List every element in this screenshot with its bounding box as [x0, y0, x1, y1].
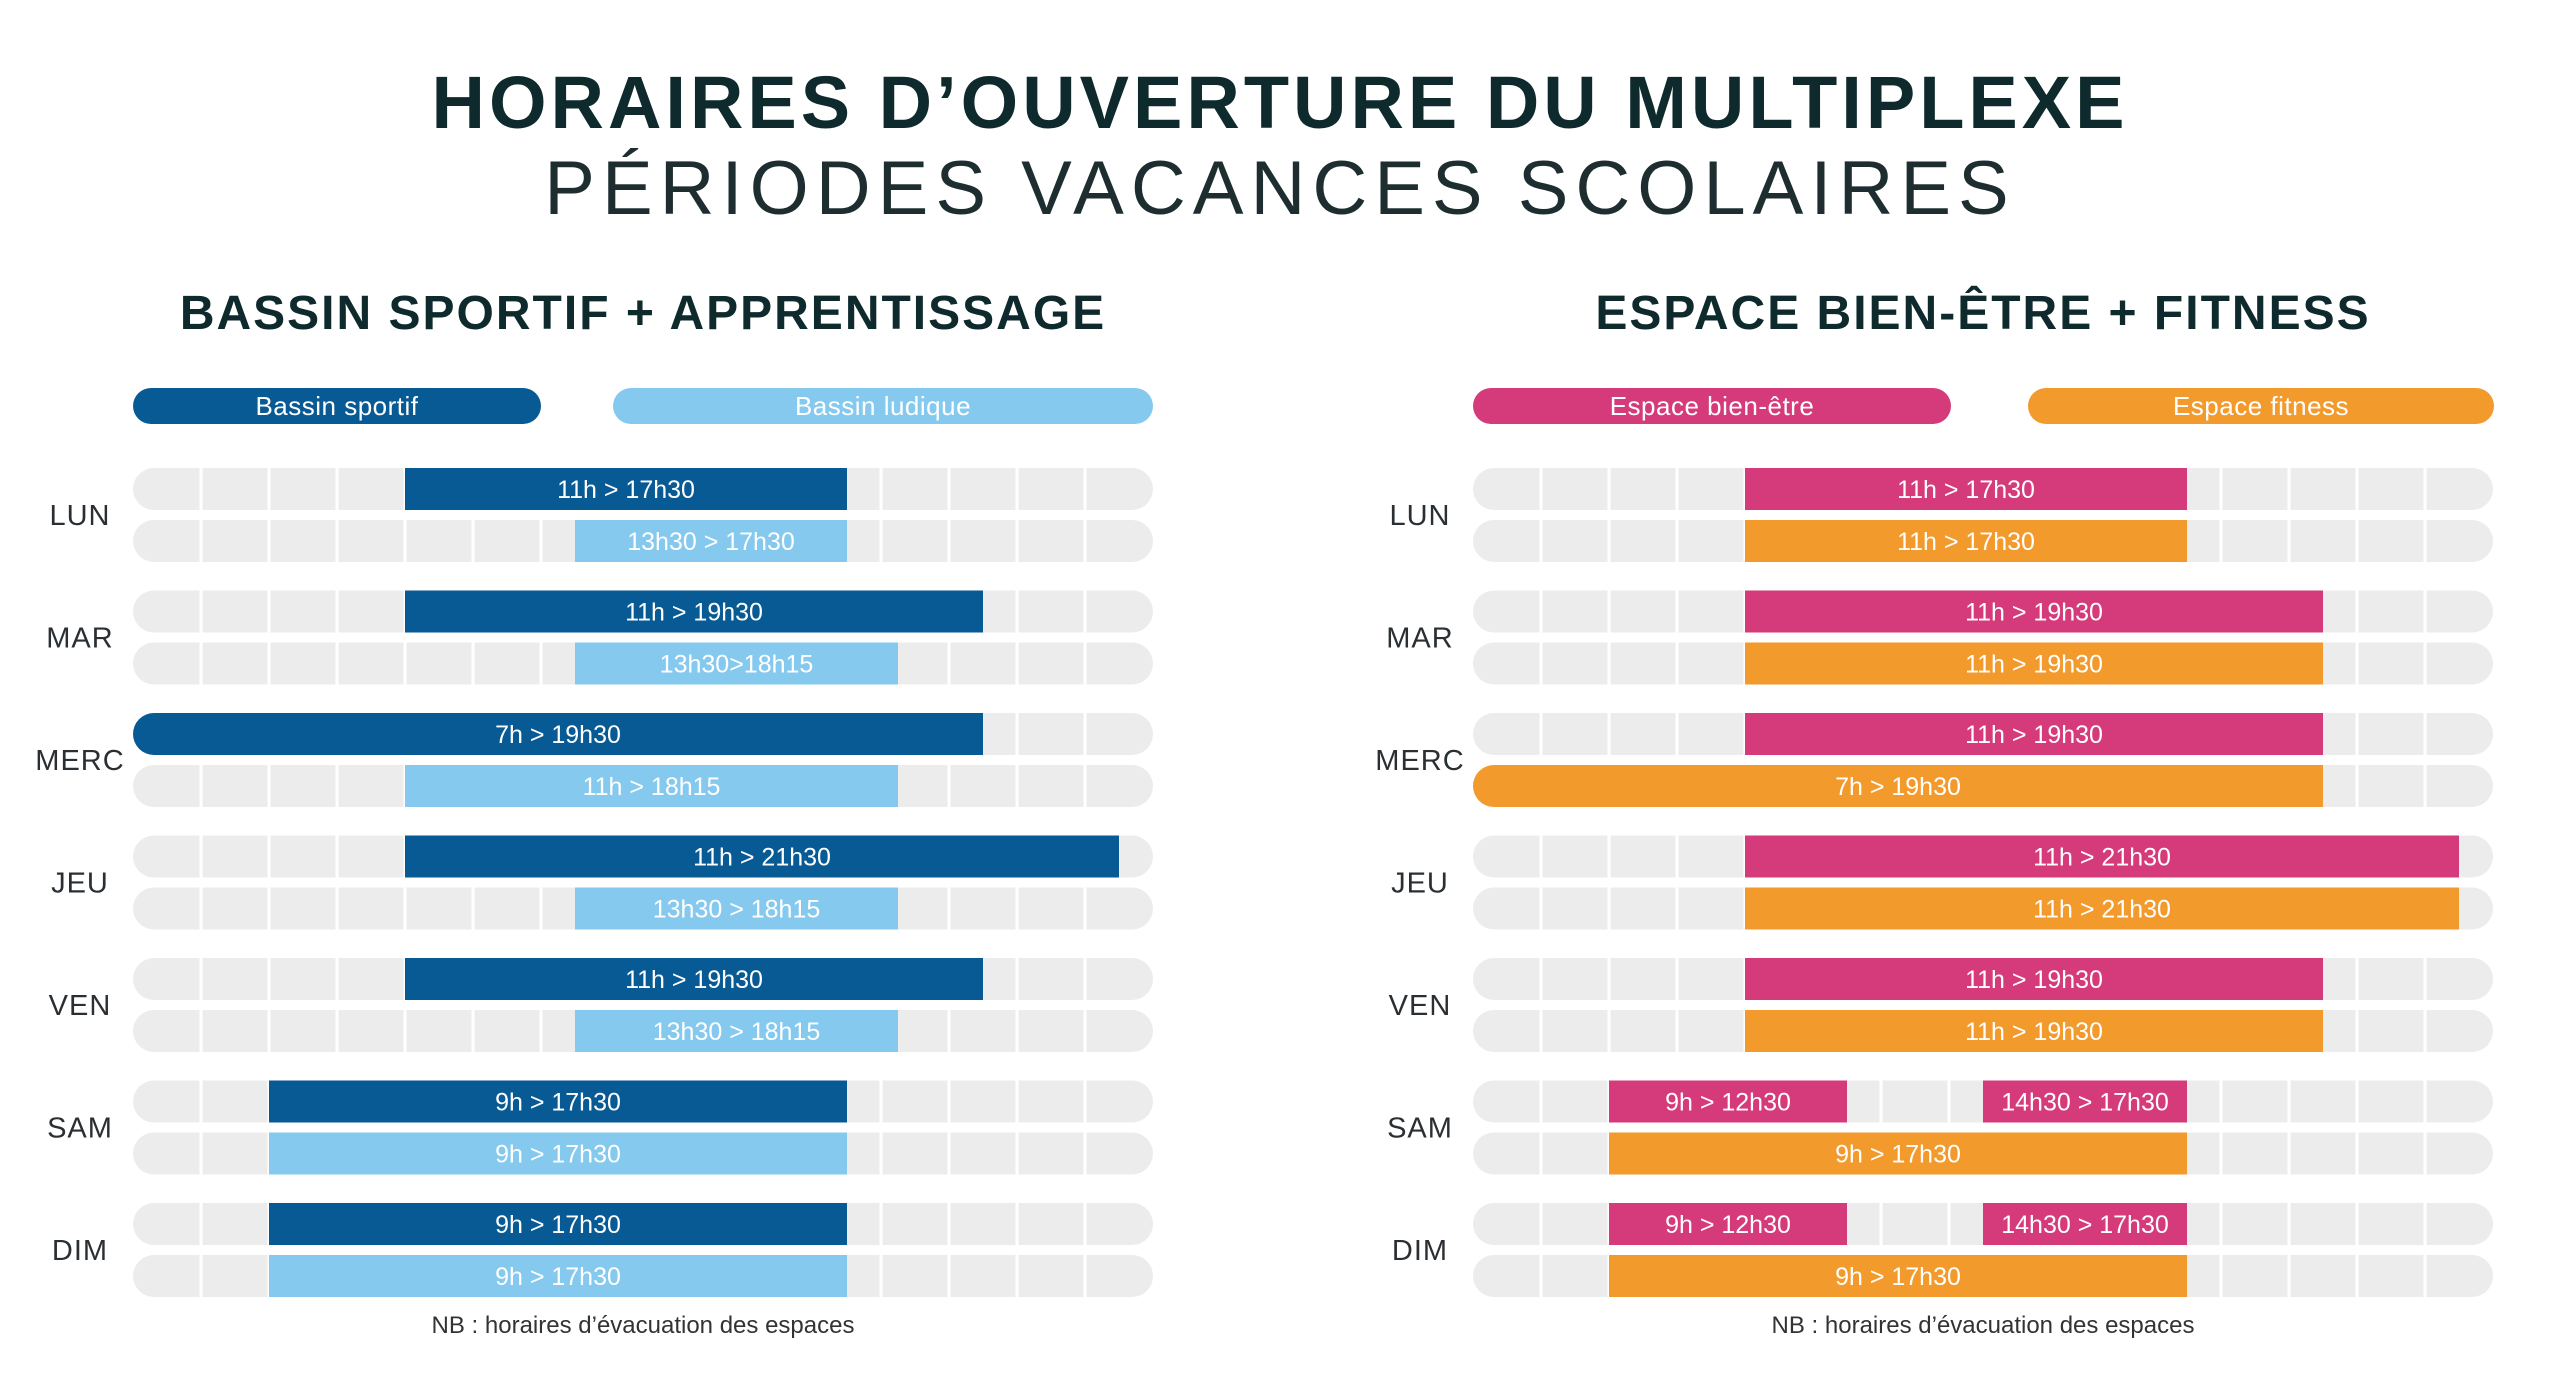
panel-bien-etre: ESPACE BIEN-ÊTRE + FITNESS Espace bien-ê… — [1280, 0, 2560, 1394]
day-label-sam: SAM — [1387, 1113, 1453, 1145]
bar-bassin-sportif-sam — [269, 1080, 847, 1123]
bar-bassin-ludique-sam-label: 9h > 17h30 — [495, 1141, 621, 1169]
bar-bassin-ludique-jeu — [575, 887, 898, 930]
bar-espace-bien-etre-sam — [1609, 1080, 1847, 1123]
day-label-lun: LUN — [1389, 500, 1450, 532]
bar-espace-bien-etre-sam-label: 9h > 12h30 — [1665, 1089, 1791, 1117]
bar-bassin-ludique-dim-label: 9h > 17h30 — [495, 1263, 621, 1291]
panel-title-bien-etre: ESPACE BIEN-ÊTRE + FITNESS — [1595, 287, 2371, 340]
day-label-jeu: JEU — [51, 868, 109, 900]
bar-espace-bien-etre-sam-2 — [1983, 1080, 2187, 1123]
bar-espace-fitness-lun-label: 11h > 17h30 — [1897, 528, 2035, 556]
bar-espace-fitness-ven — [1745, 1010, 2323, 1052]
day-label-merc: MERC — [1375, 745, 1464, 777]
bar-bassin-ludique-ven-label: 13h30 > 18h15 — [653, 1018, 821, 1046]
day-label-dim: DIM — [1392, 1235, 1448, 1267]
bar-espace-fitness-mar — [1745, 642, 2323, 685]
bar-bassin-ludique-merc — [405, 765, 898, 807]
panel-bassin: BASSIN SPORTIF + APPRENTISSAGE Bassin sp… — [133, 287, 1153, 1339]
bar-bassin-sportif-sam-label: 9h > 17h30 — [495, 1089, 621, 1117]
day-label-lun: LUN — [49, 500, 110, 532]
bar-espace-bien-etre-sam-2-label: 14h30 > 17h30 — [2001, 1089, 2169, 1117]
bar-bassin-sportif-jeu — [405, 835, 1119, 878]
day-label-sam: SAM — [47, 1113, 113, 1145]
bar-espace-bien-etre-merc — [1745, 713, 2323, 755]
bar-bassin-sportif-jeu-label: 11h > 21h30 — [693, 844, 831, 872]
bar-espace-bien-etre-dim — [1609, 1203, 1847, 1245]
bar-bassin-ludique-dim — [269, 1255, 847, 1297]
bar-bassin-ludique-lun-label: 13h30 > 17h30 — [627, 528, 795, 556]
bar-bassin-ludique-lun — [575, 520, 847, 562]
footnote-bien-etre: NB : horaires d’évacuation des espaces — [1771, 1312, 2195, 1339]
bar-bassin-ludique-jeu-label: 13h30 > 18h15 — [653, 896, 821, 924]
bar-espace-bien-etre-merc-label: 11h > 19h30 — [1965, 721, 2103, 749]
bar-espace-fitness-merc-label: 7h > 19h30 — [1835, 773, 1961, 801]
bar-espace-bien-etre-ven — [1745, 958, 2323, 1000]
legend-bassin-sportif: Bassin sportif — [133, 388, 541, 424]
bar-espace-bien-etre-lun — [1745, 468, 2187, 510]
bar-bassin-sportif-ven — [405, 958, 983, 1000]
bar-bassin-ludique-merc-label: 11h > 18h15 — [583, 773, 721, 801]
day-label-mar: MAR — [1386, 623, 1453, 655]
bar-bassin-ludique-mar — [575, 642, 898, 685]
bar-espace-bien-etre-ven-label: 11h > 19h30 — [1965, 966, 2103, 994]
bar-bassin-ludique-mar-label: 13h30>18h15 — [660, 651, 814, 679]
bar-bassin-sportif-lun — [405, 468, 847, 510]
legend-bassin-ludique: Bassin ludique — [613, 388, 1153, 424]
day-label-ven: VEN — [1389, 990, 1452, 1022]
bar-espace-fitness-sam-label: 9h > 17h30 — [1835, 1141, 1961, 1169]
bar-espace-bien-etre-jeu-label: 11h > 21h30 — [2033, 844, 2171, 872]
bar-espace-fitness-mar-label: 11h > 19h30 — [1965, 651, 2103, 679]
legend-espace-bien-etre: Espace bien-être — [1473, 388, 1951, 424]
bar-espace-bien-etre-mar — [1745, 590, 2323, 633]
bar-espace-bien-etre-jeu — [1745, 835, 2459, 878]
bar-espace-fitness-jeu — [1745, 887, 2459, 930]
bar-bassin-ludique-sam — [269, 1132, 847, 1175]
day-label-merc: MERC — [35, 745, 124, 777]
bar-espace-fitness-dim-label: 9h > 17h30 — [1835, 1263, 1961, 1291]
bar-espace-fitness-dim — [1609, 1255, 2187, 1297]
day-label-jeu: JEU — [1391, 868, 1449, 900]
bar-espace-fitness-sam — [1609, 1132, 2187, 1175]
bar-bassin-sportif-dim-label: 9h > 17h30 — [495, 1211, 621, 1239]
legend-espace-fitness: Espace fitness — [2028, 388, 2494, 424]
bar-espace-fitness-lun — [1745, 520, 2187, 562]
panel-title-bassin: BASSIN SPORTIF + APPRENTISSAGE — [179, 287, 1107, 340]
bar-bassin-ludique-ven — [575, 1010, 898, 1052]
day-label-dim: DIM — [52, 1235, 108, 1267]
bar-espace-fitness-ven-label: 11h > 19h30 — [1965, 1018, 2103, 1046]
bar-espace-bien-etre-dim-label: 9h > 12h30 — [1665, 1211, 1791, 1239]
bar-bassin-sportif-merc-label: 7h > 19h30 — [495, 721, 621, 749]
bar-espace-bien-etre-dim-2 — [1983, 1203, 2187, 1245]
bar-bassin-sportif-mar-label: 11h > 19h30 — [625, 599, 763, 627]
page-subtitle: PÉRIODES VACANCES SCOLAIRES — [544, 146, 2016, 231]
bar-bassin-sportif-ven-label: 11h > 19h30 — [625, 966, 763, 994]
footnote-bassin: NB : horaires d’évacuation des espaces — [431, 1312, 855, 1339]
bar-espace-fitness-jeu-label: 11h > 21h30 — [2033, 896, 2171, 924]
bar-espace-bien-etre-lun-label: 11h > 17h30 — [1897, 476, 2035, 504]
day-label-ven: VEN — [49, 990, 112, 1022]
bar-bassin-sportif-dim — [269, 1203, 847, 1245]
bar-bassin-sportif-mar — [405, 590, 983, 633]
day-label-mar: MAR — [46, 623, 113, 655]
page-title: HORAIRES D’OUVERTURE DU MULTIPLEXE — [431, 61, 2129, 144]
bar-bassin-sportif-lun-label: 11h > 17h30 — [557, 476, 695, 504]
bar-espace-fitness-merc — [1473, 765, 2323, 807]
bar-espace-bien-etre-dim-2-label: 14h30 > 17h30 — [2001, 1211, 2169, 1239]
bar-espace-bien-etre-mar-label: 11h > 19h30 — [1965, 599, 2103, 627]
bar-bassin-sportif-merc — [133, 713, 983, 755]
